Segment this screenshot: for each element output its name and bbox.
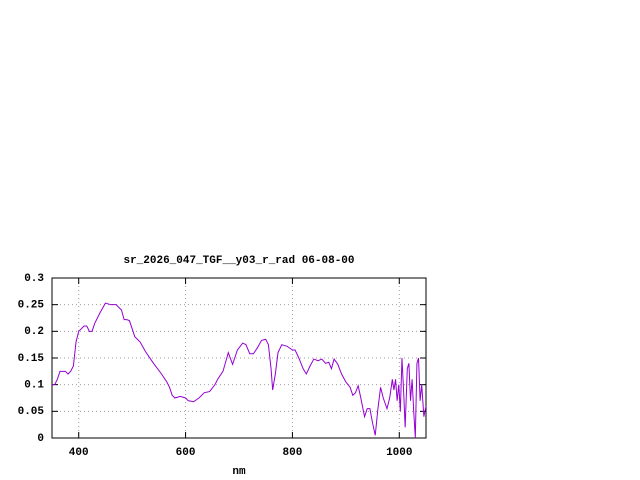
x-axis-label: nm xyxy=(232,466,246,478)
x-tick-label: 400 xyxy=(69,447,89,459)
y-tick-label: 0 xyxy=(37,433,44,445)
plot-border xyxy=(51,277,427,439)
y-tick-label: 0.2 xyxy=(24,326,44,338)
x-tick-label: 600 xyxy=(176,447,196,459)
x-tick-label: 800 xyxy=(283,447,303,459)
chart-title: sr_2026_047_TGF__y03_r_rad 06-08-00 xyxy=(123,255,354,267)
data-line xyxy=(52,302,427,439)
y-tick-label: 0.25 xyxy=(18,300,45,312)
y-tick-label: 0.1 xyxy=(24,380,44,392)
y-tick-label: 0.15 xyxy=(18,353,45,365)
y-tick-label: 0.3 xyxy=(24,273,44,285)
x-tick-label: 1000 xyxy=(386,447,412,459)
y-tick-label: 0.05 xyxy=(18,406,45,418)
